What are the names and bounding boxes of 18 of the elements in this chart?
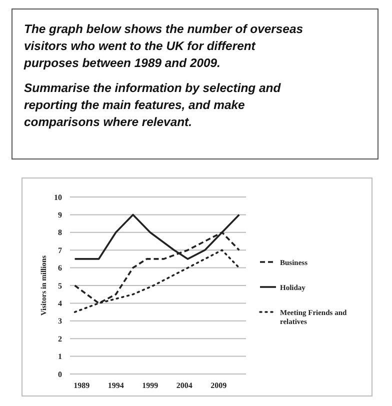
chart-subtitle: Summarise the information by selecting and reporting the main features, and make comparisons where relevant. (24, 81, 282, 129)
y-tick-label: 6 (58, 264, 62, 273)
y-tick-label: 7 (58, 246, 62, 255)
y-tick-label: 3 (58, 316, 62, 326)
x-tick-label: 2004 (176, 381, 192, 390)
y-tick-label: 0 (58, 370, 62, 379)
y-tick-label: 4 (58, 299, 62, 308)
y-tick-label: 1 (58, 352, 62, 362)
x-tick-label: 1999 (142, 381, 158, 390)
x-tick-label: 1994 (108, 381, 124, 390)
y-tick-label: 10 (54, 192, 62, 202)
y-tick-label: 8 (58, 228, 62, 238)
y-tick-label: 9 (58, 210, 62, 220)
x-tick-label: 2009 (210, 381, 227, 390)
chart-title: The graph below shows the number of overseas visitors who went to the UK for different purposes between 1989 and 2009. (23, 22, 304, 70)
x-tick-label: 1989 (74, 381, 90, 390)
y-tick-label: 2 (58, 334, 62, 344)
y-tick-label: 5 (58, 281, 62, 290)
